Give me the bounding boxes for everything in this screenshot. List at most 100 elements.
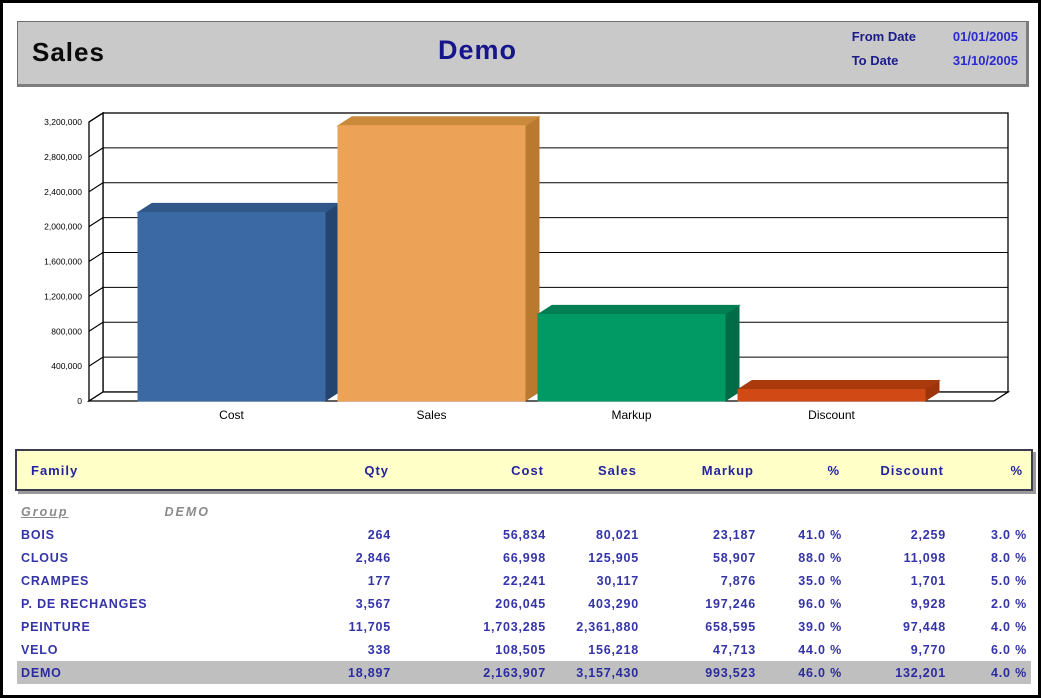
report-header-band: Sales Demo From Date 01/01/2005 To Date …: [17, 21, 1029, 87]
bar-sales: [337, 125, 526, 402]
markup-cell: 993,523: [705, 665, 756, 680]
y-tick-label: 2,400,000: [44, 187, 82, 197]
sales-cell: 80,021: [595, 527, 639, 542]
table-row: CRAMPES 177 22,241 30,117 7,876 35.0 % 1,701 5.…: [17, 569, 1031, 592]
cost-cell: 56,834: [502, 527, 546, 542]
cost-cell: 108,505: [495, 642, 546, 657]
qty-cell: 177: [367, 573, 391, 588]
group-value: DEMO: [164, 504, 210, 519]
family-cell: CRAMPES: [21, 573, 90, 588]
left-wall-tick: [88, 147, 104, 158]
discount-cell: 9,770: [910, 642, 946, 657]
bar-markup: [537, 313, 726, 402]
table-row: BOIS 264 56,834 80,021 23,187 41.0 % 2,259 3.0 …: [17, 523, 1031, 546]
sales-cell: 30,117: [596, 573, 639, 588]
y-tick-label: 1,600,000: [44, 257, 82, 267]
discount-pct-cell: 3.0 %: [991, 527, 1027, 542]
group-cell: Group DEMO: [17, 500, 1031, 523]
column-header-sales: Sales: [598, 462, 637, 478]
bar-discount-top: [736, 379, 941, 390]
x-category-label-discount: Discount: [808, 408, 855, 422]
column-header--discount: %: [1010, 462, 1023, 478]
chart-canvas: 0 400,000 800,000 1,200,000 1,600,000 2,000,0…: [44, 111, 1011, 422]
discount-cell: 97,448: [902, 619, 946, 634]
cost-cell: 2,163,907: [483, 665, 546, 680]
markup-pct-cell: 39.0 %: [798, 619, 842, 634]
left-wall-tick: [88, 356, 104, 367]
left-wall-tick: [88, 321, 104, 332]
family-cell: P. DE RECHANGES: [21, 596, 148, 611]
column-header-discount: Discount: [880, 462, 944, 478]
y-tick-label: 2,000,000: [44, 222, 82, 232]
sales-cell: 125,905: [588, 550, 639, 565]
table-header: Family Qty Cost Sales Markup% Discount%: [15, 449, 1033, 491]
y-tick-label: 2,800,000: [44, 152, 82, 162]
family-summary-table: Group DEMO BOIS 264 56,834 80,021 23,187 41.0 %…: [17, 500, 1031, 684]
y-tick-label: 0: [77, 396, 82, 406]
y-tick-label: 3,200,000: [44, 117, 82, 127]
discount-pct-cell: 4.0 %: [991, 619, 1027, 634]
x-category-label-markup: Markup: [611, 408, 651, 422]
markup-pct-cell: 35.0 %: [798, 573, 842, 588]
qty-cell: 18,897: [347, 665, 391, 680]
sales-cell: 2,361,880: [576, 619, 639, 634]
y-tick-label: 1,200,000: [44, 291, 82, 301]
qty-cell: 338: [367, 642, 391, 657]
bar-cost: [137, 211, 326, 402]
from-date-label: From Date: [851, 29, 916, 44]
from-date-value: 01/01/2005: [952, 29, 1018, 44]
to-date-value: 31/10/2005: [952, 53, 1018, 68]
cost-cell: 66,998: [502, 550, 546, 565]
markup-pct-cell: 96.0 %: [798, 596, 842, 611]
column-header-cost: Cost: [511, 462, 544, 478]
page-title: Sales: [32, 37, 105, 67]
table-body-wrap: Group DEMO BOIS 264 56,834 80,021 23,187 41.0 %…: [17, 500, 1031, 684]
left-wall-tick: [88, 286, 104, 297]
group-row: Group DEMO: [17, 500, 1031, 523]
sales-cell: 403,290: [588, 596, 639, 611]
discount-pct-cell: 8.0 %: [991, 550, 1027, 565]
cost-cell: 1,703,285: [483, 619, 546, 634]
cost-cell: 206,045: [495, 596, 546, 611]
discount-pct-cell: 5.0 %: [991, 573, 1027, 588]
discount-cell: 2,259: [910, 527, 946, 542]
discount-cell: 11,098: [903, 550, 946, 565]
discount-pct-cell: 2.0 %: [991, 596, 1027, 611]
markup-cell: 47,713: [712, 642, 756, 657]
report-subtitle: Demo: [438, 35, 518, 65]
group-label: Group: [21, 504, 69, 519]
discount-cell: 1,701: [910, 573, 946, 588]
x-category-label-sales: Sales: [416, 408, 446, 422]
discount-cell: 9,928: [910, 596, 946, 611]
table-row: CLOUS 2,846 66,998 125,905 58,907 88.0 % 11,09…: [17, 546, 1031, 569]
column-header-qty: Qty: [364, 462, 389, 478]
markup-cell: 7,876: [720, 573, 756, 588]
family-cell: CLOUS: [21, 550, 69, 565]
y-tick-label: 400,000: [51, 361, 82, 371]
family-cell: PEINTURE: [21, 619, 91, 634]
bar-sales-top: [336, 116, 541, 127]
sales-cell: 3,157,430: [576, 665, 639, 680]
left-wall-tick: [88, 182, 104, 193]
family-cell: BOIS: [21, 527, 55, 542]
discount-pct-cell: 4.0 %: [991, 665, 1027, 680]
left-wall-tick: [88, 252, 104, 262]
bar-markup-side: [724, 304, 740, 402]
markup-cell: 197,246: [705, 596, 756, 611]
sales-bar-chart: 0 400,000 800,000 1,200,000 1,600,000 2,000,0…: [17, 98, 1030, 446]
markup-pct-cell: 88.0 %: [798, 550, 842, 565]
family-cell: DEMO: [21, 665, 62, 680]
markup-pct-cell: 44.0 %: [798, 642, 842, 657]
table-row: P. DE RECHANGES 3,567 206,045 403,290 197,24…: [17, 592, 1031, 615]
x-category-label-cost: Cost: [219, 408, 244, 422]
y-tick-label: 800,000: [51, 326, 82, 336]
qty-cell: 11,705: [348, 619, 391, 634]
bar-sales-side: [524, 115, 540, 402]
markup-pct-cell: 41.0 %: [798, 527, 842, 542]
total-row: DEMO 18,897 2,163,907 3,157,430 993,523 46.0 …: [17, 661, 1031, 684]
markup-cell: 58,907: [712, 550, 756, 565]
bar-cost-side: [324, 202, 340, 402]
bar-discount: [737, 388, 926, 402]
discount-pct-cell: 6.0 %: [991, 642, 1027, 657]
